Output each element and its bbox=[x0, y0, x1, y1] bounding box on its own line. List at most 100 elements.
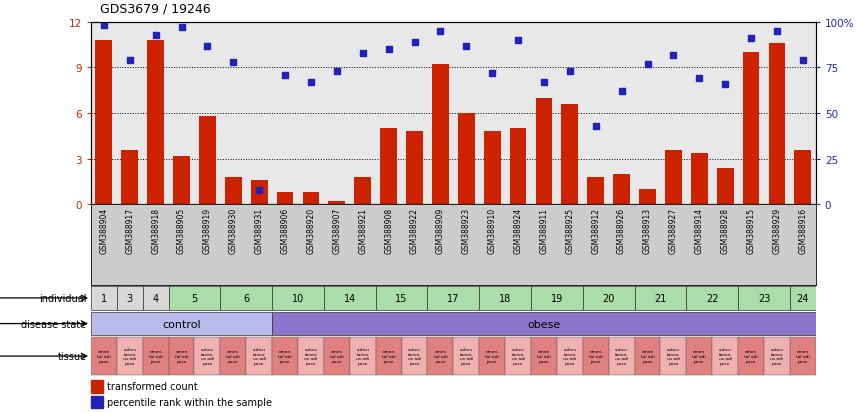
Bar bbox=[712, 337, 738, 375]
Text: 14: 14 bbox=[344, 293, 356, 303]
Text: omen
tal adi
pose: omen tal adi pose bbox=[330, 350, 344, 363]
Bar bbox=[583, 286, 635, 310]
Text: omen
tal adi
pose: omen tal adi pose bbox=[175, 350, 189, 363]
Text: individual: individual bbox=[39, 293, 87, 303]
Bar bbox=[302, 193, 320, 205]
Point bbox=[744, 36, 758, 43]
Text: subcu
taneo
us adi
pose: subcu taneo us adi pose bbox=[719, 347, 732, 365]
Bar bbox=[406, 132, 423, 205]
Text: omen
tal adi
pose: omen tal adi pose bbox=[796, 350, 810, 363]
Bar bbox=[687, 337, 712, 375]
Point bbox=[226, 59, 240, 66]
Text: 5: 5 bbox=[191, 293, 197, 303]
Text: omen
tal adi
pose: omen tal adi pose bbox=[693, 350, 706, 363]
Text: omen
tal adi
pose: omen tal adi pose bbox=[97, 350, 111, 363]
Bar bbox=[350, 205, 376, 285]
Point bbox=[356, 50, 370, 57]
Bar bbox=[169, 286, 220, 310]
Text: GSM388915: GSM388915 bbox=[746, 207, 755, 253]
Bar bbox=[583, 337, 609, 375]
Bar bbox=[91, 312, 272, 336]
Text: 18: 18 bbox=[499, 293, 511, 303]
Text: 17: 17 bbox=[447, 293, 460, 303]
Bar bbox=[195, 205, 220, 285]
Bar bbox=[169, 337, 195, 375]
Bar bbox=[458, 114, 475, 205]
Bar bbox=[428, 337, 454, 375]
Bar bbox=[298, 205, 324, 285]
Bar bbox=[790, 286, 816, 310]
Text: GSM388911: GSM388911 bbox=[540, 207, 548, 253]
Bar bbox=[738, 337, 764, 375]
Bar bbox=[484, 132, 501, 205]
Point bbox=[796, 58, 810, 64]
Bar bbox=[479, 337, 505, 375]
Bar bbox=[298, 337, 324, 375]
Bar bbox=[635, 286, 687, 310]
Bar bbox=[635, 205, 661, 285]
Text: GSM388920: GSM388920 bbox=[307, 207, 315, 253]
Bar bbox=[535, 99, 553, 205]
Point bbox=[304, 80, 318, 86]
Bar bbox=[91, 396, 102, 408]
Text: GSM388905: GSM388905 bbox=[177, 207, 186, 254]
Text: tissue: tissue bbox=[57, 351, 87, 361]
Text: omen
tal adi
pose: omen tal adi pose bbox=[641, 350, 655, 363]
Bar bbox=[354, 178, 372, 205]
Text: GSM388912: GSM388912 bbox=[591, 207, 600, 253]
Bar bbox=[117, 286, 143, 310]
Bar bbox=[583, 205, 609, 285]
Text: GDS3679 / 19246: GDS3679 / 19246 bbox=[100, 3, 210, 16]
Text: GSM388922: GSM388922 bbox=[410, 207, 419, 253]
Bar bbox=[95, 41, 113, 205]
Text: subcu
taneo
us adi
pose: subcu taneo us adi pose bbox=[305, 347, 318, 365]
Point bbox=[589, 123, 603, 130]
Point bbox=[408, 40, 422, 46]
Point bbox=[692, 76, 706, 83]
Bar bbox=[220, 286, 272, 310]
Text: disease state: disease state bbox=[22, 319, 87, 329]
Bar bbox=[665, 150, 682, 205]
Point bbox=[718, 81, 732, 88]
Bar bbox=[376, 337, 402, 375]
Text: subcu
taneo
us adi
pose: subcu taneo us adi pose bbox=[201, 347, 214, 365]
Text: 6: 6 bbox=[243, 293, 249, 303]
Point bbox=[434, 28, 448, 35]
Text: GSM388904: GSM388904 bbox=[100, 207, 108, 254]
Point bbox=[770, 28, 784, 35]
Text: omen
tal adi
pose: omen tal adi pose bbox=[537, 350, 551, 363]
Text: subcu
taneo
us adi
pose: subcu taneo us adi pose bbox=[563, 347, 577, 365]
Bar bbox=[402, 337, 428, 375]
Text: subcu
taneo
us adi
pose: subcu taneo us adi pose bbox=[356, 347, 369, 365]
Bar bbox=[324, 337, 350, 375]
Text: GSM388907: GSM388907 bbox=[333, 207, 341, 254]
Text: percentile rank within the sample: percentile rank within the sample bbox=[107, 397, 272, 407]
Text: GSM388928: GSM388928 bbox=[721, 207, 730, 253]
Bar bbox=[324, 205, 350, 285]
Bar bbox=[768, 44, 785, 205]
Bar bbox=[272, 337, 298, 375]
Text: 19: 19 bbox=[551, 293, 563, 303]
Bar bbox=[764, 337, 790, 375]
Text: 15: 15 bbox=[396, 293, 408, 303]
Bar bbox=[764, 205, 790, 285]
Point bbox=[563, 69, 577, 75]
Bar bbox=[531, 286, 583, 310]
Bar bbox=[505, 205, 531, 285]
Text: GSM388906: GSM388906 bbox=[281, 207, 289, 254]
Bar bbox=[510, 129, 527, 205]
Bar bbox=[91, 286, 117, 310]
Point bbox=[615, 89, 629, 95]
Bar bbox=[324, 286, 376, 310]
Text: 20: 20 bbox=[603, 293, 615, 303]
Text: obese: obese bbox=[527, 319, 560, 329]
Text: GSM388925: GSM388925 bbox=[565, 207, 574, 253]
Text: 4: 4 bbox=[152, 293, 158, 303]
Text: GSM388923: GSM388923 bbox=[462, 207, 471, 253]
Text: GSM388930: GSM388930 bbox=[229, 207, 238, 254]
Text: GSM388913: GSM388913 bbox=[643, 207, 652, 253]
Bar bbox=[531, 337, 557, 375]
Text: GSM388921: GSM388921 bbox=[359, 207, 367, 253]
Bar bbox=[91, 380, 102, 393]
Bar bbox=[738, 286, 790, 310]
